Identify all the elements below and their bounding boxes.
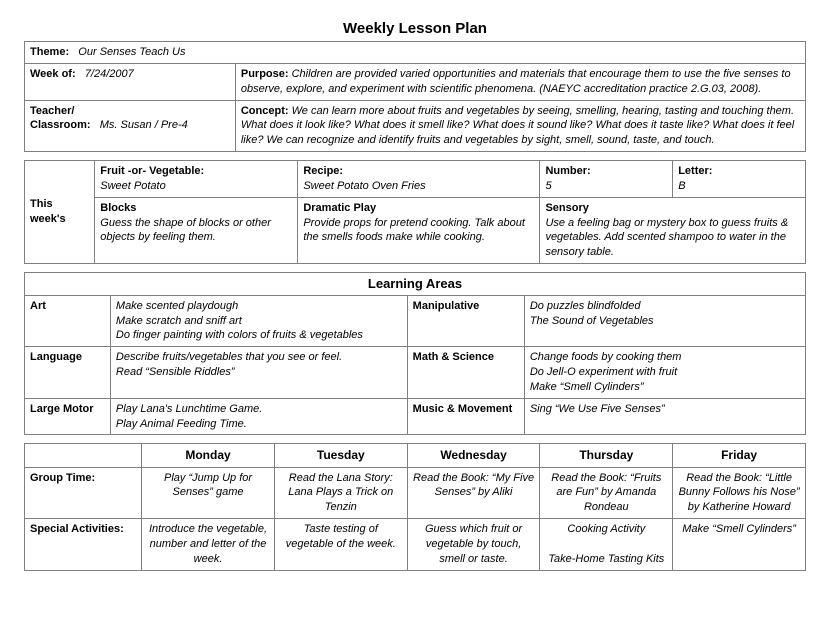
purpose-cell: Purpose: Children are provided varied op… <box>235 63 805 100</box>
learning-right-value: Change foods by cooking themDo Jell-O ex… <box>524 347 805 399</box>
letter-value: B <box>678 180 685 192</box>
number-label: Number: <box>545 165 590 177</box>
page-title: Weekly Lesson Plan <box>24 20 806 37</box>
teacher-value: Ms. Susan / Pre-4 <box>100 119 188 131</box>
teacher-label1: Teacher/ <box>30 105 74 117</box>
schedule-cell: Cooking ActivityTake-Home Tasting Kits <box>540 519 673 571</box>
dramatic-value: Provide props for pretend cooking. Talk … <box>303 217 525 244</box>
week-cell: Week of: 7/24/2007 <box>25 63 236 100</box>
schedule-row-label: Special Activities: <box>25 519 142 571</box>
theme-value: Our Senses Teach Us <box>78 46 185 58</box>
learning-areas-table: Learning Areas ArtMake scented playdough… <box>24 272 806 435</box>
fruit-cell: Fruit -or- Vegetable: Sweet Potato <box>95 161 298 198</box>
schedule-cell: Read the Book: “Fruits are Fun” by Amand… <box>540 467 673 519</box>
learning-left-value: Describe fruits/vegetables that you see … <box>110 347 407 399</box>
teacher-label2: Classroom: <box>30 119 91 131</box>
schedule-cell: Taste testing of vegetable of the week. <box>274 519 407 571</box>
theme-cell: Theme: Our Senses Teach Us <box>25 42 806 64</box>
learning-row: Large MotorPlay Lana's Lunchtime Game.Pl… <box>25 398 806 435</box>
schedule-cell: Play “Jump Up for Senses” game <box>142 467 275 519</box>
schedule-corner <box>25 444 142 467</box>
schedule-table: MondayTuesdayWednesdayThursdayFriday Gro… <box>24 443 806 570</box>
day-header: Tuesday <box>274 444 407 467</box>
recipe-cell: Recipe: Sweet Potato Oven Fries <box>298 161 540 198</box>
schedule-cell: Read the Book: “My Five Senses” by Aliki <box>407 467 540 519</box>
theme-label: Theme: <box>30 46 69 58</box>
blocks-label: Blocks <box>100 202 136 214</box>
schedule-cell: Read the Book: “Little Bunny Follows his… <box>673 467 806 519</box>
schedule-row: Special Activities:Introduce the vegetab… <box>25 519 806 571</box>
letter-cell: Letter: B <box>673 161 806 198</box>
schedule-row-label: Group Time: <box>25 467 142 519</box>
day-header: Friday <box>673 444 806 467</box>
recipe-value: Sweet Potato Oven Fries <box>303 180 425 192</box>
schedule-cell: Read the Lana Story: Lana Plays a Trick … <box>274 467 407 519</box>
schedule-row: Group Time:Play “Jump Up for Senses” gam… <box>25 467 806 519</box>
dramatic-label: Dramatic Play <box>303 202 376 214</box>
blocks-value: Guess the shape of blocks or other objec… <box>100 217 271 244</box>
day-header: Thursday <box>540 444 673 467</box>
learning-right-label: Manipulative <box>407 295 524 347</box>
number-cell: Number: 5 <box>540 161 673 198</box>
letter-label: Letter: <box>678 165 712 177</box>
learning-right-label: Music & Movement <box>407 398 524 435</box>
sensory-value: Use a feeling bag or mystery box to gues… <box>545 217 788 259</box>
fruit-label: Fruit -or- Vegetable: <box>100 165 204 177</box>
week-label: Week of: <box>30 68 76 80</box>
learning-left-label: Language <box>25 347 111 399</box>
learning-left-label: Large Motor <box>25 398 111 435</box>
learning-right-value: Do puzzles blindfoldedThe Sound of Veget… <box>524 295 805 347</box>
day-header: Wednesday <box>407 444 540 467</box>
learning-row: ArtMake scented playdoughMake scratch an… <box>25 295 806 347</box>
number-value: 5 <box>545 180 551 192</box>
dramatic-cell: Dramatic Play Provide props for pretend … <box>298 197 540 263</box>
this-weeks-side: This week's <box>25 161 95 264</box>
concept-label: Concept: <box>241 105 289 117</box>
concept-cell: Concept: We can learn more about fruits … <box>235 100 805 152</box>
learning-title: Learning Areas <box>25 273 806 296</box>
schedule-cell: Introduce the vegetable, number and lett… <box>142 519 275 571</box>
week-value: 7/24/2007 <box>85 68 134 80</box>
learning-row: LanguageDescribe fruits/vegetables that … <box>25 347 806 399</box>
recipe-label: Recipe: <box>303 165 343 177</box>
header-table: Theme: Our Senses Teach Us Week of: 7/24… <box>24 41 806 152</box>
learning-left-value: Play Lana's Lunchtime Game.Play Animal F… <box>110 398 407 435</box>
this-weeks-label: This week's <box>30 198 66 225</box>
learning-right-label: Math & Science <box>407 347 524 399</box>
this-weeks-table: This week's Fruit -or- Vegetable: Sweet … <box>24 160 806 264</box>
sensory-cell: Sensory Use a feeling bag or mystery box… <box>540 197 806 263</box>
teacher-cell: Teacher/ Classroom: Ms. Susan / Pre-4 <box>25 100 236 152</box>
learning-left-label: Art <box>25 295 111 347</box>
purpose-label: Purpose: <box>241 68 289 80</box>
sensory-label: Sensory <box>545 202 588 214</box>
concept-value: We can learn more about fruits and veget… <box>241 105 794 147</box>
learning-right-value: Sing “We Use Five Senses” <box>524 398 805 435</box>
fruit-value: Sweet Potato <box>100 180 165 192</box>
purpose-value: Children are provided varied opportuniti… <box>241 68 791 95</box>
day-header: Monday <box>142 444 275 467</box>
blocks-cell: Blocks Guess the shape of blocks or othe… <box>95 197 298 263</box>
schedule-cell: Guess which fruit or vegetable by touch,… <box>407 519 540 571</box>
learning-left-value: Make scented playdoughMake scratch and s… <box>110 295 407 347</box>
schedule-cell: Make “Smell Cylinders” <box>673 519 806 571</box>
